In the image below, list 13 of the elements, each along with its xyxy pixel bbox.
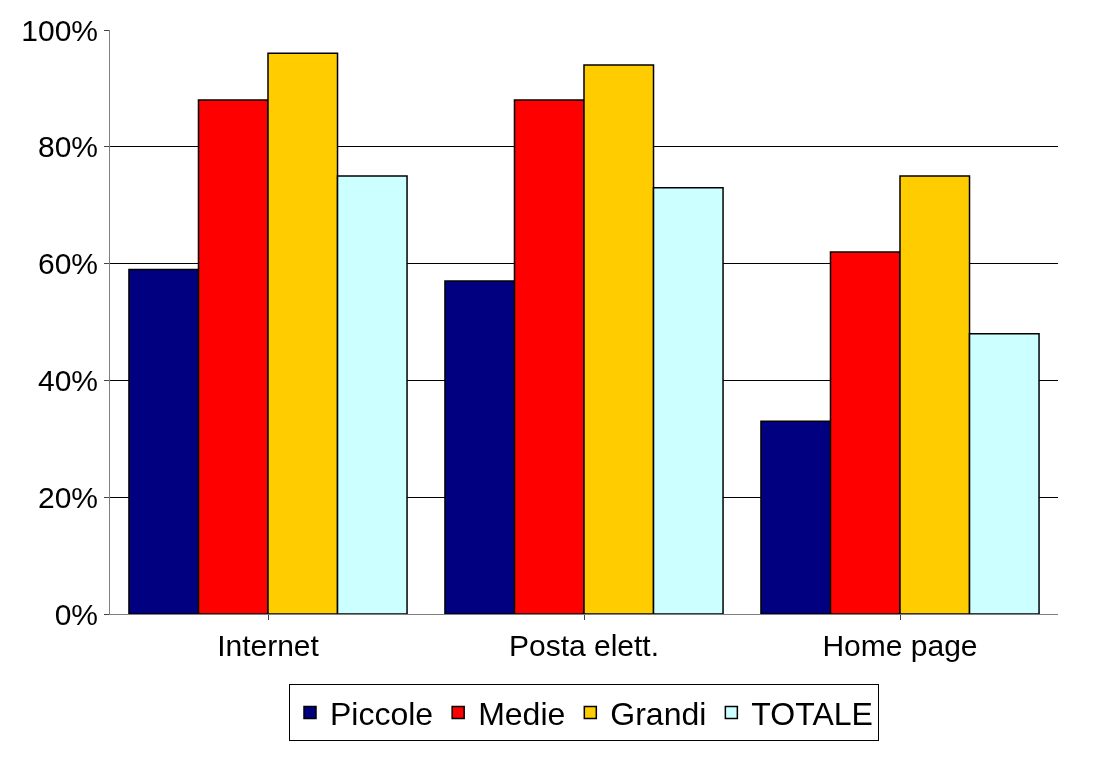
y-tick-label: 20% [37, 480, 98, 514]
y-tick-label: 0% [54, 597, 98, 631]
y-tick-label: 40% [37, 363, 98, 397]
y-tick-label: 100% [21, 13, 98, 47]
x-tick-label: Home page [822, 629, 978, 662]
legend-label: Grandi [610, 695, 707, 732]
legend-label: TOTALE [751, 695, 873, 732]
y-tick-label: 80% [37, 130, 98, 164]
legend-label: Medie [478, 695, 566, 732]
x-tick-label: Internet [217, 629, 320, 662]
x-tick-label: Posta elett. [508, 629, 660, 662]
y-tick-label: 60% [37, 247, 98, 281]
legend-label: Piccole [330, 695, 434, 732]
